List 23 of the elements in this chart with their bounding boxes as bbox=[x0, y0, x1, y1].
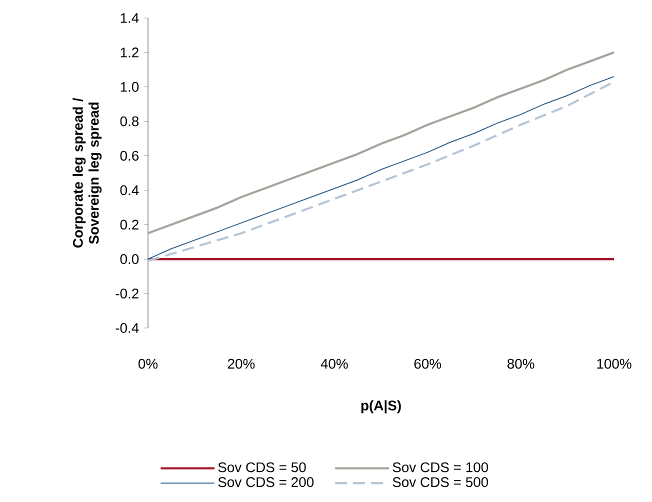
legend-label: Sov CDS = 50 bbox=[218, 462, 306, 472]
legend-label: Sov CDS = 500 bbox=[392, 477, 488, 488]
x-axis-title: p(A|S) bbox=[361, 400, 401, 414]
y-tick-label: 1.4 bbox=[120, 13, 139, 23]
y-tick-label: 0.4 bbox=[120, 185, 139, 196]
y-tick-label: 1.0 bbox=[120, 82, 139, 92]
y-tick-label: -0.2 bbox=[116, 288, 138, 298]
y-tick-label: 0.6 bbox=[120, 150, 139, 161]
x-tick-label: 100% bbox=[597, 358, 632, 369]
y-axis-title: Corporate leg spread / Sovereign leg spread bbox=[72, 98, 102, 248]
x-tick-label: 0% bbox=[138, 358, 158, 369]
line-series bbox=[148, 51, 614, 234]
x-tick-label: 60% bbox=[414, 358, 442, 369]
x-tick-label: 80% bbox=[507, 358, 534, 369]
y-tick-label: -0.4 bbox=[116, 323, 139, 333]
y-tick-label: 0.0 bbox=[120, 254, 139, 264]
y-tick-label: 1.2 bbox=[120, 48, 138, 58]
x-tick-label: 20% bbox=[228, 358, 255, 369]
legend-label: Sov CDS = 100 bbox=[392, 462, 488, 472]
x-tick-label: 40% bbox=[320, 358, 348, 369]
y-tick-label: 0.8 bbox=[120, 116, 139, 126]
y-tick-label: 0.2 bbox=[120, 220, 138, 230]
legend-label: Sov CDS = 200 bbox=[218, 477, 314, 488]
